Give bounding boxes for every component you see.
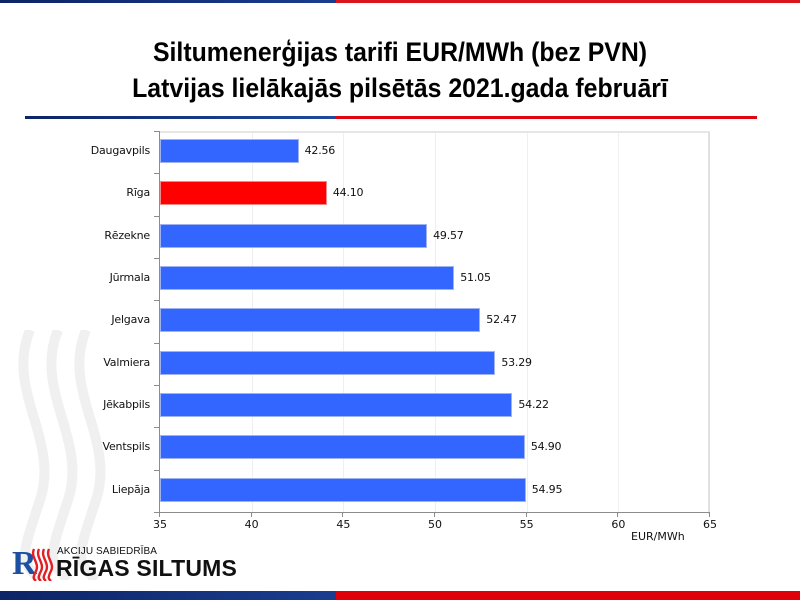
wave-watermark-icon [18,330,106,580]
category-label: Liepāja [111,483,150,496]
logo-waves-icon [31,548,54,581]
x-tick-label: 40 [244,518,259,531]
category-label: Jūrmala [109,271,151,284]
top-band-red [336,0,800,3]
value-label: 54.22 [518,398,549,411]
bar-row: Ventspils 54.90 [0,427,800,469]
bar-row: Jelgava 52.47 [0,300,800,342]
x-tick [434,512,435,517]
category-label: Jēkabpils [103,398,150,411]
bar [160,266,455,290]
bar-row: Jūrmala 51.05 [0,258,800,300]
y-tick [154,470,159,471]
gridline [618,133,620,514]
y-tick [154,300,159,301]
category-label: Rēzekne [104,229,150,242]
bar-row: Daugavpils 42.56 [0,131,800,173]
logo-subtitle: AKCIJU SABIEDRĪBA [57,546,158,557]
bar-row: Rīga 44.10 [0,173,800,215]
bar [160,351,496,375]
y-tick [154,258,159,259]
logo-name: RĪGAS SILTUMS [56,555,238,581]
value-label: 44.10 [332,186,364,199]
y-tick [154,343,159,344]
value-label: 52.47 [486,313,517,326]
slide-title-line-2: Latvijas lielākajās pilsētās 2021.gada f… [132,73,668,103]
bar [160,435,525,459]
value-label: 54.90 [530,440,562,453]
x-tick [159,512,160,517]
value-label: 49.57 [433,229,464,242]
y-axis [159,131,160,514]
value-label: 53.29 [501,356,532,369]
x-tick [526,512,527,517]
x-tick-label: 65 [703,518,717,531]
x-tick [342,512,343,517]
slide-title: Siltumenerģijas tarifi EUR/MWh (bez PVN)… [32,34,768,106]
separator-red [335,116,757,119]
bar [160,478,526,502]
top-brand-band [0,0,800,3]
y-tick [154,512,159,513]
bottom-band-blue [0,591,336,600]
bar-row: Liepāja 54.95 [0,470,800,512]
bar [160,393,513,417]
slide-title-line-1: Siltumenerģijas tarifi EUR/MWh (bez PVN) [152,37,648,67]
x-tick-label: 55 [519,518,534,531]
value-label: 42.56 [304,144,336,157]
x-axis-title: EUR/MWh [631,530,685,543]
x-tick [251,512,252,517]
x-tick-label: 60 [611,518,626,531]
y-tick [154,427,159,428]
y-tick [154,385,159,386]
bar-row: Valmiera 53.29 [0,343,800,385]
bar [160,224,428,248]
y-tick [154,216,159,217]
category-label: Valmiera [103,356,150,369]
rigas-siltums-logo: R AKCIJU SABIEDRĪBA RĪGAS SILTUMS [10,543,250,583]
category-label: Daugavpils [90,144,150,157]
bar [160,308,481,332]
bar [160,139,299,163]
x-tick-label: 35 [153,518,167,531]
x-tick [617,512,618,517]
value-label: 54.95 [531,483,563,496]
bar-row: Rēzekne 49.57 [0,216,800,258]
highlight-bar [160,181,327,205]
x-tick-label: 50 [428,518,442,531]
title-separator [25,116,757,119]
category-label: Jelgava [111,313,150,326]
bottom-band-red [336,591,800,600]
top-band-blue [0,0,336,3]
category-label: Rīga [126,186,150,199]
separator-blue [25,116,335,119]
gridline [526,133,528,514]
y-tick [154,173,159,174]
value-label: 51.05 [460,271,491,284]
category-label: Ventspils [102,440,151,453]
x-tick-label: 45 [336,518,351,531]
x-tick [709,512,710,517]
bottom-brand-band [0,591,800,600]
y-tick [154,131,159,132]
bar-row: Jēkabpils 54.22 [0,385,800,427]
